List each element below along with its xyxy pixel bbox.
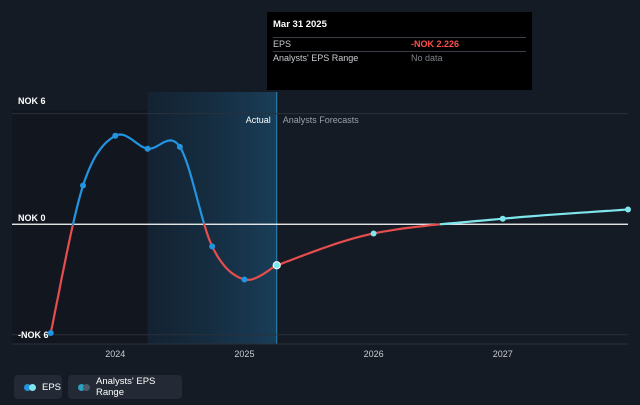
forecast-point-3 bbox=[625, 206, 631, 213]
tooltip-range-label: Analysts' EPS Range bbox=[273, 53, 359, 63]
hover-tooltip: Mar 31 2025 EPS -NOK 2.226 Analysts' EPS… bbox=[267, 12, 532, 90]
actual-point-5 bbox=[209, 243, 216, 250]
actual-point-2 bbox=[112, 132, 119, 139]
actual-point-4 bbox=[176, 143, 183, 150]
actual-point-0 bbox=[47, 329, 54, 336]
forecast-point-2 bbox=[499, 215, 506, 222]
y-label-zero: NOK 0 bbox=[18, 213, 46, 223]
x-tick-2027: 2027 bbox=[493, 349, 513, 359]
x-tick-2025: 2025 bbox=[234, 349, 254, 359]
legend-range-label: Analysts' EPS Range bbox=[96, 376, 156, 398]
tooltip-range-value: No data bbox=[411, 53, 443, 63]
past-region bbox=[12, 110, 148, 344]
tooltip-eps-label: EPS bbox=[273, 39, 292, 49]
legend-eps-label: EPS bbox=[42, 381, 62, 393]
actual-point-1 bbox=[80, 182, 87, 189]
forecast-label: Analysts Forecasts bbox=[283, 115, 360, 125]
forecast-point-1 bbox=[370, 230, 377, 237]
actual-shaded-band bbox=[147, 92, 277, 344]
forecast-line-segment-0 bbox=[275, 223, 442, 267]
x-tick-2024: 2024 bbox=[105, 349, 125, 359]
tooltip-range-row: Analysts' EPS Range No data bbox=[273, 51, 526, 65]
actual-label: Actual bbox=[246, 115, 271, 125]
eps-legend-icon bbox=[24, 383, 36, 391]
tooltip-eps-value: -NOK 2.226 bbox=[411, 39, 460, 49]
tooltip-eps-row: EPS -NOK 2.226 bbox=[273, 37, 526, 51]
y-label-bottom: -NOK 6 bbox=[18, 330, 49, 340]
actual-line-segment-0 bbox=[49, 223, 75, 334]
x-tick-2026: 2026 bbox=[364, 349, 384, 359]
actual-point-6 bbox=[241, 276, 248, 283]
actual-line-segment-2 bbox=[203, 223, 278, 281]
actual-point-7 bbox=[272, 261, 281, 270]
range-legend-icon bbox=[78, 383, 90, 391]
legend-eps-button[interactable]: EPS bbox=[14, 375, 62, 399]
legend-range-button[interactable]: Analysts' EPS Range bbox=[68, 375, 182, 399]
actual-point-3 bbox=[144, 145, 151, 152]
tooltip-date: Mar 31 2025 bbox=[273, 19, 327, 30]
actual-line-segment-1 bbox=[71, 133, 206, 226]
forecast-line-segment-1 bbox=[439, 208, 630, 226]
y-label-top: NOK 6 bbox=[18, 96, 46, 106]
